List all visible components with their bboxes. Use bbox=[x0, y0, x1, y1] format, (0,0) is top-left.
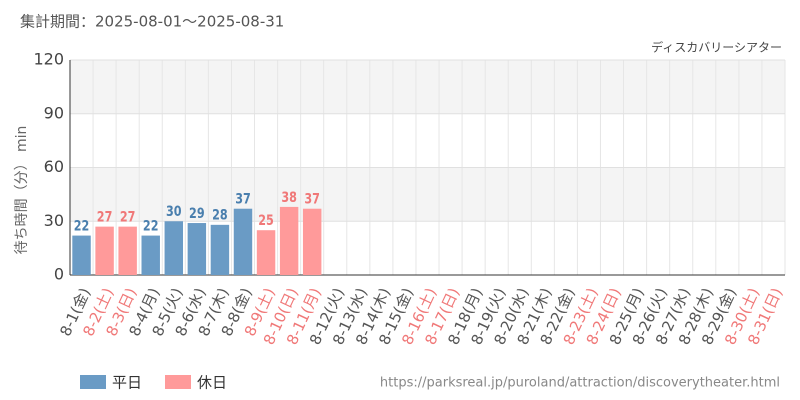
value-label: 37 bbox=[235, 190, 251, 207]
y-tick-label: 30 bbox=[44, 211, 64, 230]
legend-swatch bbox=[165, 375, 191, 389]
chart-subtitle: ディスカバリーシアター bbox=[651, 40, 782, 55]
band-shade bbox=[70, 167, 785, 222]
chart-title: 集計期間：2025-08-01～2025-08-31 bbox=[20, 13, 284, 31]
value-label: 27 bbox=[97, 208, 113, 225]
bar bbox=[210, 224, 230, 275]
value-label: 22 bbox=[74, 217, 90, 234]
y-tick-label: 90 bbox=[44, 103, 64, 122]
bar bbox=[72, 235, 91, 275]
bar bbox=[187, 223, 207, 275]
source-url: https://parksreal.jp/puroland/attraction… bbox=[380, 376, 780, 391]
bar bbox=[302, 208, 322, 275]
value-label: 22 bbox=[143, 217, 159, 234]
y-tick-label: 120 bbox=[33, 50, 64, 69]
bar bbox=[279, 206, 299, 275]
value-label: 27 bbox=[120, 208, 136, 225]
bar bbox=[233, 208, 253, 275]
value-label: 30 bbox=[166, 203, 182, 220]
bar bbox=[118, 226, 137, 275]
bar bbox=[164, 221, 184, 275]
band-shade bbox=[70, 60, 785, 114]
value-label: 37 bbox=[304, 190, 320, 207]
value-label: 28 bbox=[212, 206, 228, 223]
value-label: 38 bbox=[281, 189, 297, 206]
value-label: 29 bbox=[189, 205, 205, 222]
legend-swatch bbox=[80, 375, 106, 389]
y-axis-label: 待ち時間（分） min bbox=[14, 126, 30, 255]
value-label: 25 bbox=[258, 212, 274, 229]
y-tick-label: 60 bbox=[44, 157, 64, 176]
bar bbox=[256, 230, 276, 275]
legend-label: 平日 bbox=[112, 374, 142, 392]
y-tick-label: 0 bbox=[54, 265, 64, 284]
bar bbox=[95, 226, 114, 275]
legend-label: 休日 bbox=[197, 374, 227, 392]
bar bbox=[141, 235, 160, 275]
